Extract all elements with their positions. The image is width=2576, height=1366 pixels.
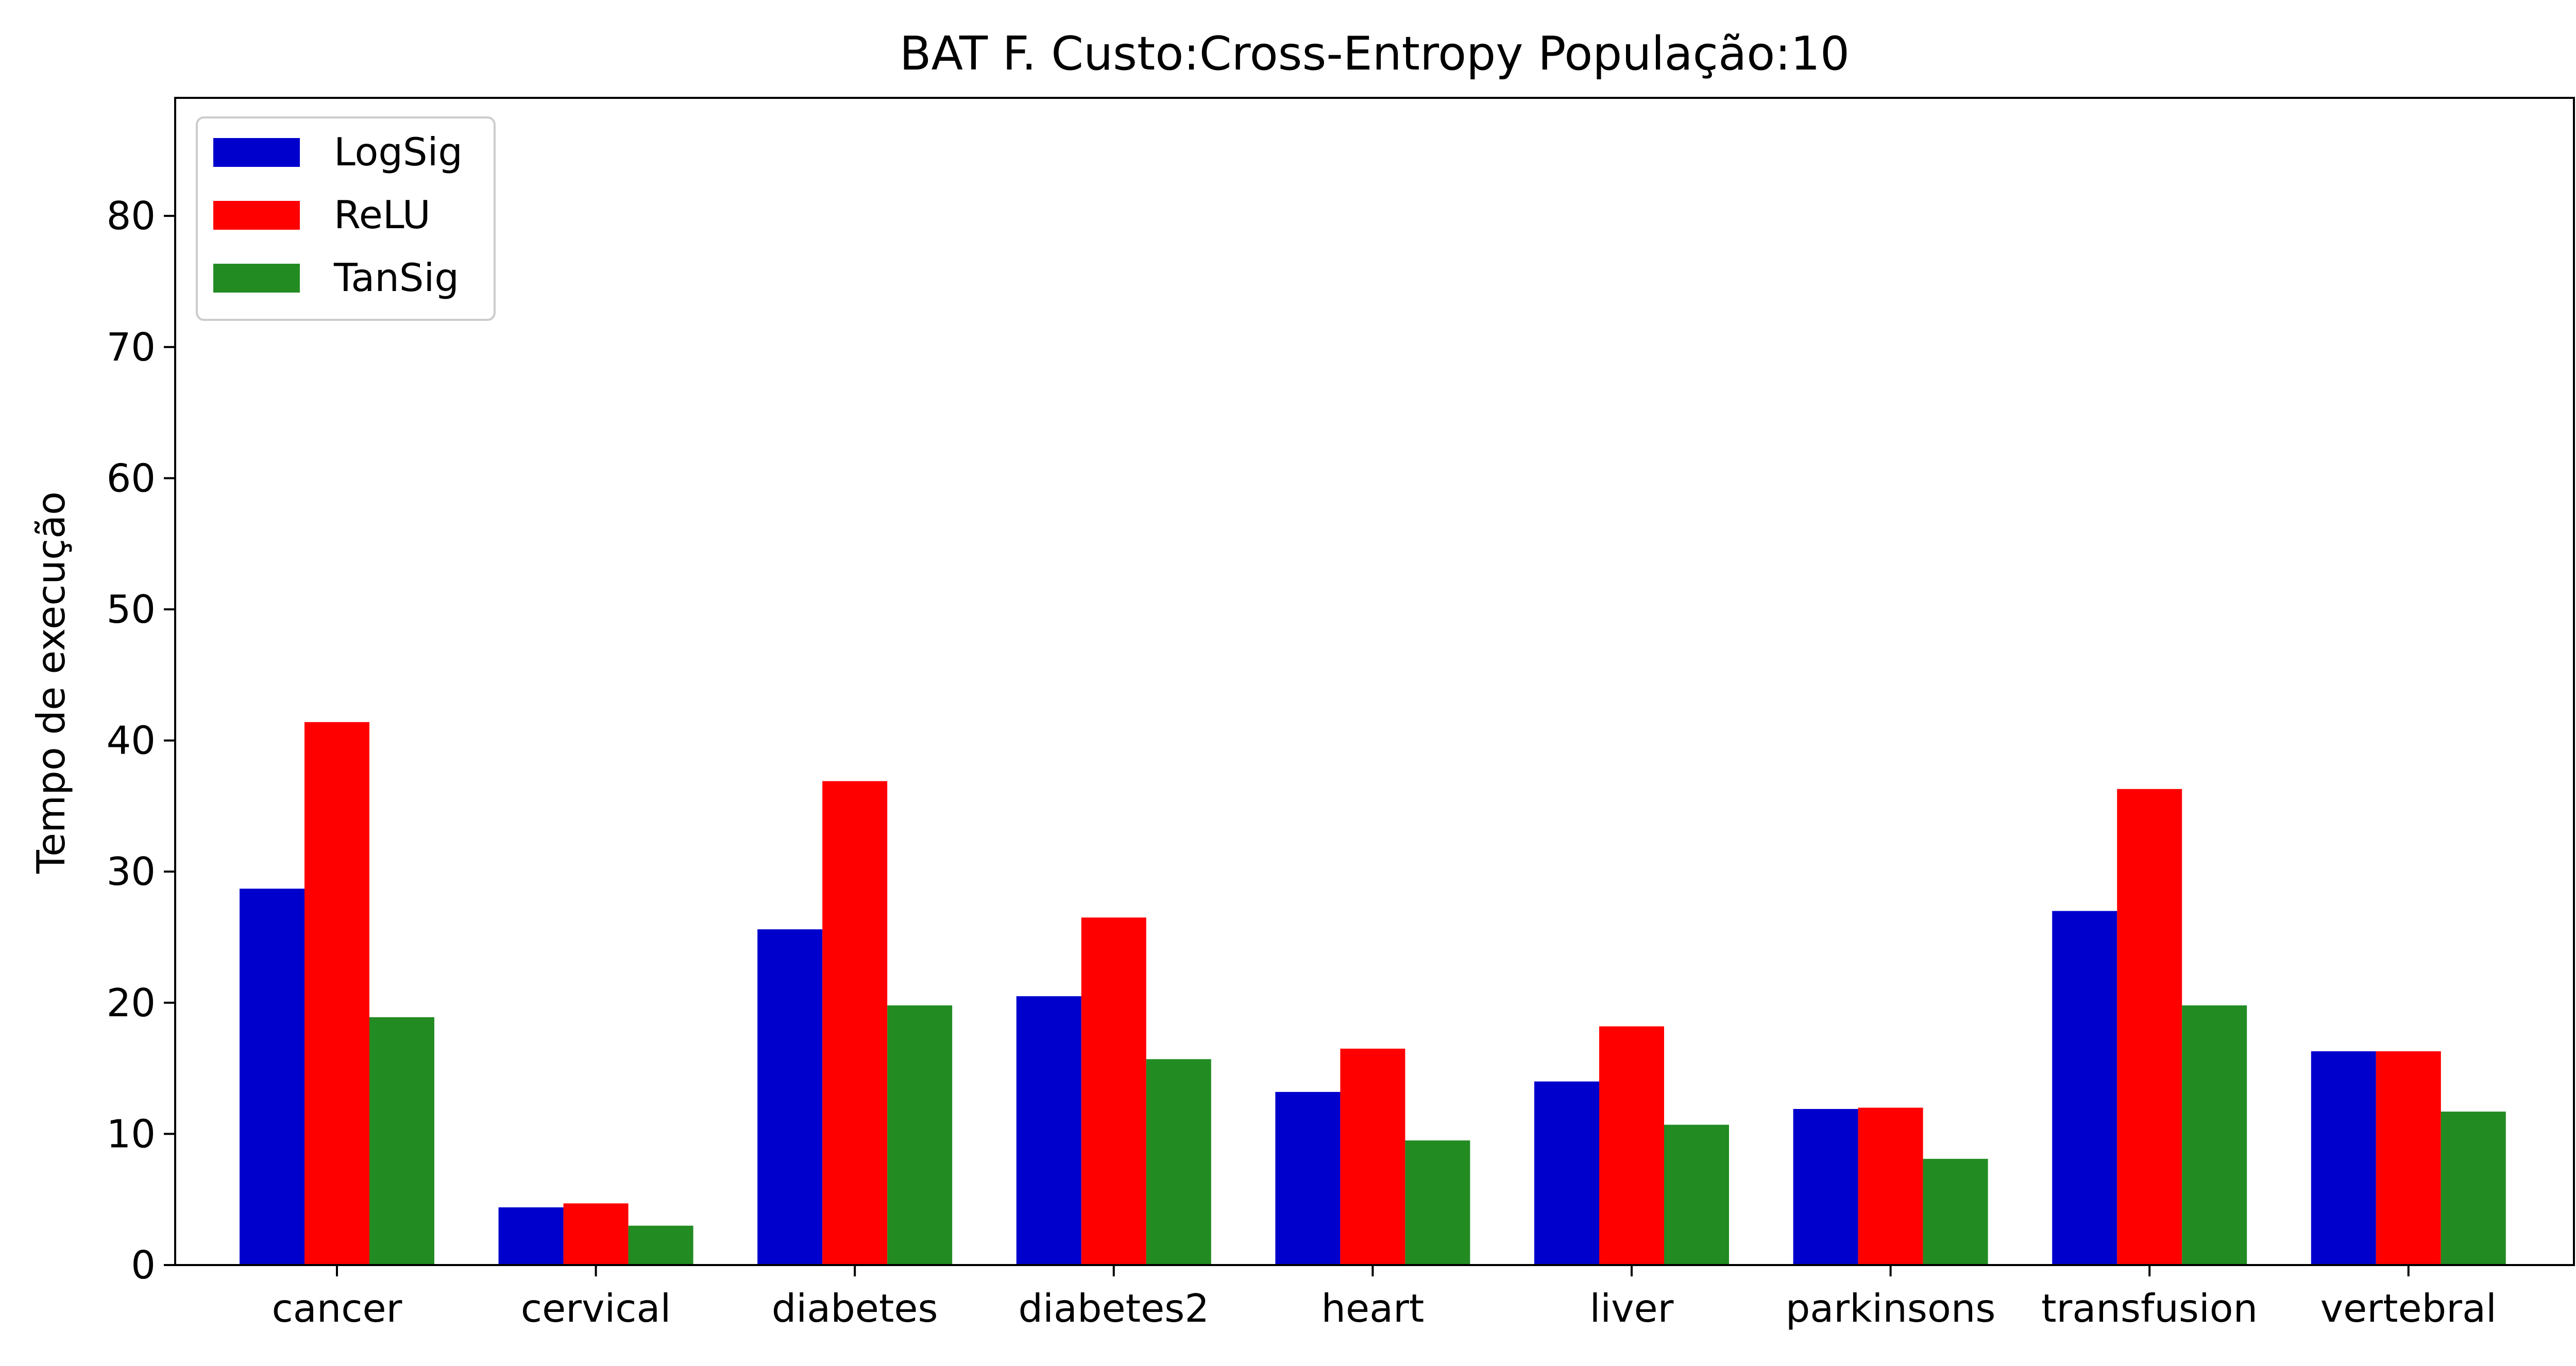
y-axis-label: Tempo de execução xyxy=(28,491,74,874)
legend-swatch-tansig xyxy=(213,264,300,293)
bar-tansig-diabetes xyxy=(887,1005,953,1265)
y-tick-label: 10 xyxy=(107,1111,156,1156)
y-tick-label: 40 xyxy=(107,718,156,763)
x-tick-label-heart: heart xyxy=(1321,1286,1424,1331)
y-axis-ticks: 0 10 20 30 40 50 60 70 80 xyxy=(107,193,175,1288)
bar-tansig-cancer xyxy=(369,1017,434,1265)
bar-tansig-cervical xyxy=(628,1225,693,1265)
bar-tansig-liver xyxy=(1664,1124,1729,1265)
bar-relu-cervical xyxy=(563,1203,629,1265)
y-tick-label: 30 xyxy=(107,849,156,894)
bar-tansig-vertebral xyxy=(2441,1112,2506,1265)
bar-logsig-heart xyxy=(1275,1091,1341,1265)
legend-swatch-logsig xyxy=(213,138,300,167)
bar-relu-transfusion xyxy=(2117,789,2182,1265)
bar-tansig-heart xyxy=(1405,1140,1470,1265)
bar-relu-vertebral xyxy=(2376,1051,2441,1265)
y-tick-label: 80 xyxy=(107,193,156,238)
legend-swatch-relu xyxy=(213,201,300,230)
bar-logsig-cervical xyxy=(498,1207,564,1265)
bar-relu-liver xyxy=(1599,1026,1664,1265)
bar-tansig-diabetes2 xyxy=(1146,1059,1211,1265)
x-tick-label-diabetes2: diabetes2 xyxy=(1019,1286,1210,1331)
legend: LogSig ReLU TanSig xyxy=(196,116,496,321)
legend-label-relu: ReLU xyxy=(334,192,431,237)
series-logsig xyxy=(240,889,2376,1265)
x-tick-label-cervical: cervical xyxy=(521,1286,671,1331)
x-tick-label-transfusion: transfusion xyxy=(2041,1286,2258,1331)
bar-tansig-transfusion xyxy=(2182,1005,2247,1265)
bar-relu-heart xyxy=(1340,1048,1405,1265)
bar-relu-parkinsons xyxy=(1858,1107,1923,1265)
x-tick-label-cancer: cancer xyxy=(272,1286,402,1331)
bar-relu-cancer xyxy=(304,722,369,1265)
bar-logsig-vertebral xyxy=(2311,1051,2376,1265)
bar-logsig-cancer xyxy=(240,889,304,1265)
bar-relu-diabetes xyxy=(822,781,888,1265)
x-tick-label-vertebral: vertebral xyxy=(2320,1286,2497,1331)
bar-relu-diabetes2 xyxy=(1081,917,1146,1265)
x-tick-label-diabetes: diabetes xyxy=(772,1286,938,1331)
series-relu xyxy=(304,722,2441,1265)
series-tansig xyxy=(369,1005,2506,1265)
y-tick-label: 50 xyxy=(107,587,156,632)
bars-layer xyxy=(240,722,2506,1265)
legend-label-tansig: TanSig xyxy=(333,255,459,300)
bar-logsig-diabetes2 xyxy=(1016,996,1081,1265)
chart-title: BAT F. Custo:Cross-Entropy População:10 xyxy=(900,27,1850,81)
bar-tansig-parkinsons xyxy=(1923,1158,1988,1265)
y-tick-label: 20 xyxy=(107,980,156,1026)
y-tick-label: 0 xyxy=(131,1242,156,1288)
y-tick-label: 60 xyxy=(107,455,156,501)
bar-logsig-transfusion xyxy=(2052,911,2117,1265)
bar-logsig-diabetes xyxy=(757,929,823,1265)
bar-logsig-parkinsons xyxy=(1793,1109,1858,1265)
x-axis-ticks: cancer cervical diabetes diabetes2 heart live… xyxy=(272,1265,2497,1331)
x-tick-label-liver: liver xyxy=(1589,1286,1673,1331)
plot-area-frame xyxy=(174,97,2575,1266)
x-tick-label-parkinsons: parkinsons xyxy=(1786,1286,1996,1331)
legend-label-logsig: LogSig xyxy=(334,129,463,175)
y-tick-label: 70 xyxy=(107,325,156,370)
bar-logsig-liver xyxy=(1534,1081,1599,1265)
